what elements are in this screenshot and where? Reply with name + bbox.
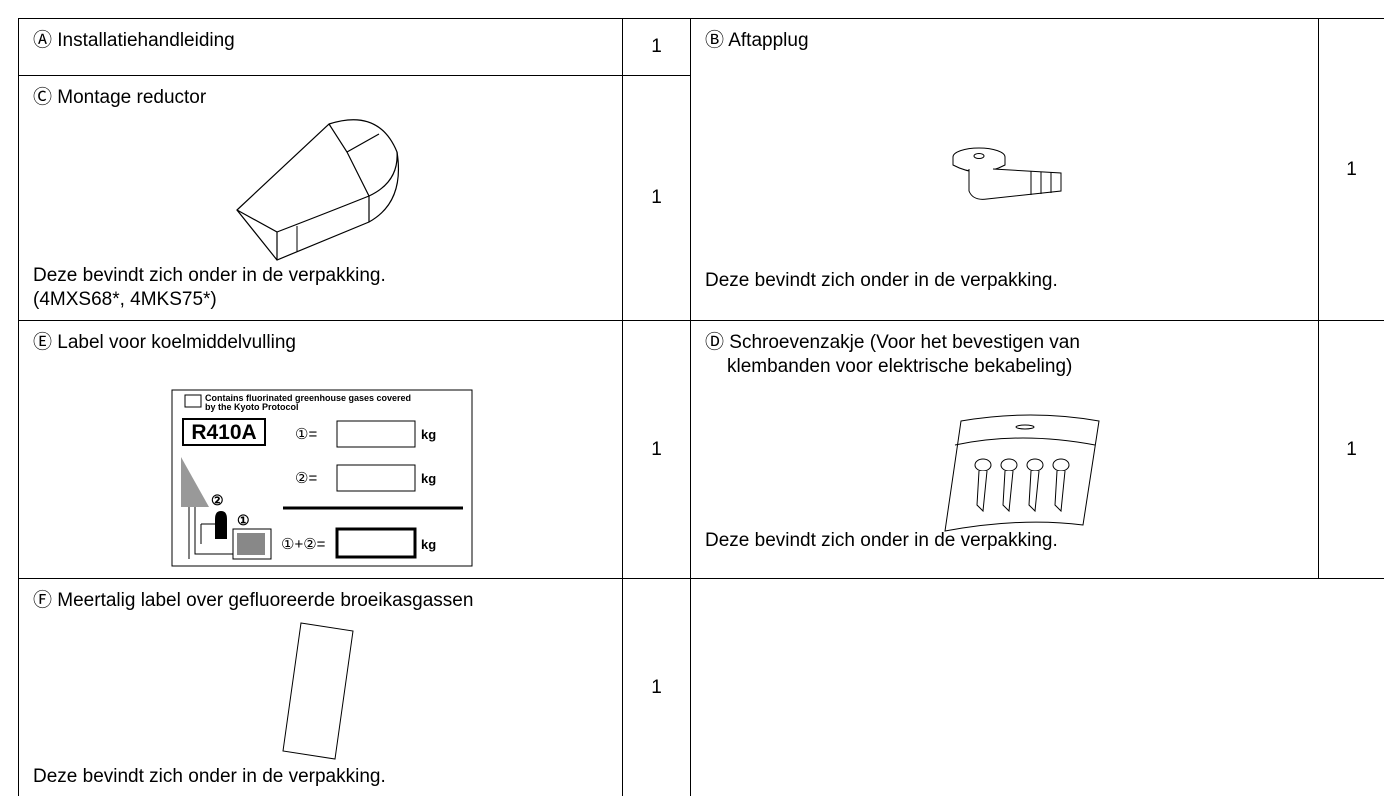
- item-label: Ⓒ Montage reductor: [33, 87, 207, 108]
- quantity: 1: [622, 578, 690, 796]
- plug-illustration: [952, 147, 1062, 200]
- label-sheet-illustration: [282, 622, 354, 760]
- label-heading: Contains fluorinated greenhouse gases co…: [205, 393, 411, 403]
- charge-label: ②=: [295, 470, 317, 487]
- quantity: 1: [1318, 320, 1384, 578]
- item-label: Ⓐ Installatiehandleiding: [33, 30, 235, 51]
- item-cell: Ⓒ Montage reductor Deze bevindt zich ond…: [18, 75, 622, 320]
- item-cell: Ⓐ Installatiehandleiding: [18, 18, 622, 75]
- item-label: Ⓔ Label voor koelmiddelvulling: [33, 332, 296, 353]
- marker: ②: [211, 492, 224, 508]
- item-cell: Ⓕ Meertalig label over gefluoreerde broe…: [18, 578, 622, 796]
- item-note: Deze bevindt zich onder in de verpakking…: [705, 530, 1058, 551]
- item-cell: Ⓑ Aftapplug Deze bevindt zich onder in d…: [690, 18, 1318, 320]
- item-note: Deze bevindt zich onder in de verpakking…: [33, 766, 386, 787]
- item-models: (4MXS68*, 4MKS75*): [33, 289, 217, 310]
- item-label: Ⓕ Meertalig label over gefluoreerde broe…: [33, 590, 474, 611]
- empty-cell: [690, 578, 1384, 796]
- label-heading: by the Kyoto Protocol: [205, 402, 299, 412]
- item-note: Deze bevindt zich onder in de verpakking…: [705, 270, 1058, 291]
- total-label: ①+②=: [281, 536, 326, 553]
- item-label: Ⓓ Schroevenzakje (Voor het bevestigen va…: [705, 332, 1080, 377]
- quantity: 1: [622, 75, 690, 320]
- screw-bag-illustration: [944, 414, 1100, 532]
- quantity: 1: [1318, 18, 1384, 320]
- unit: kg: [421, 471, 436, 486]
- unit: kg: [421, 537, 436, 552]
- refrigerant-name: R410A: [191, 421, 256, 444]
- item-note: Deze bevindt zich onder in de verpakking…: [33, 265, 386, 286]
- charge-label: ①=: [295, 426, 317, 443]
- item-cell: Ⓓ Schroevenzakje (Voor het bevestigen va…: [690, 320, 1318, 578]
- item-label: Ⓑ Aftapplug: [705, 30, 809, 51]
- quantity: 1: [622, 18, 690, 75]
- unit: kg: [421, 427, 436, 442]
- marker: ①: [237, 512, 250, 528]
- refrigerant-label-illustration: Contains fluorinated greenhouse gases co…: [171, 389, 473, 567]
- item-cell: Ⓔ Label voor koelmiddelvulling Contains …: [18, 320, 622, 578]
- reductor-illustration: [236, 119, 400, 261]
- quantity: 1: [622, 320, 690, 578]
